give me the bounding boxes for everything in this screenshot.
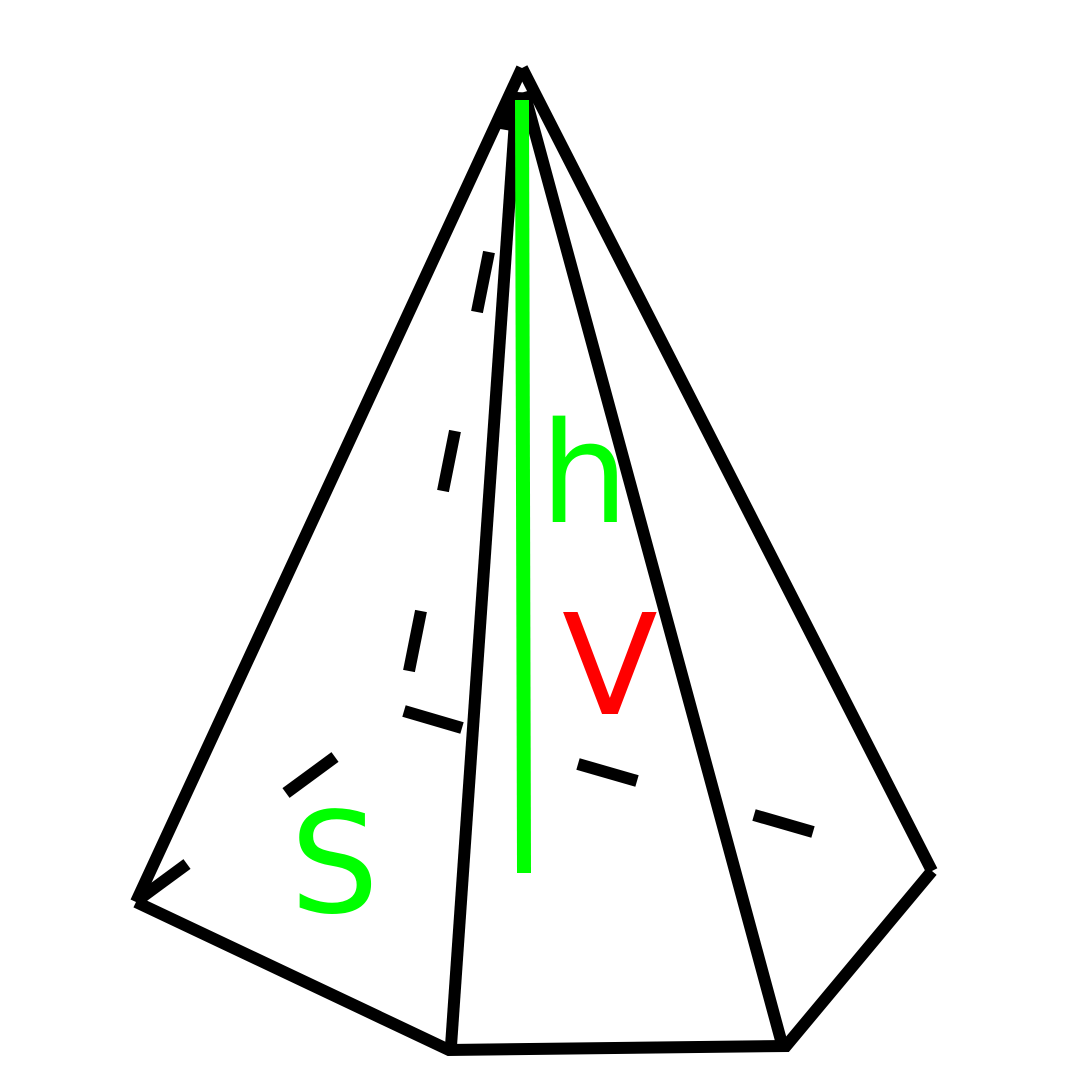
hidden-edge-dash (402, 705, 464, 734)
hidden-edge-dash (403, 609, 427, 673)
volume-label: V (562, 585, 658, 748)
hidden-edge-dash (282, 752, 339, 798)
apex-tick (500, 94, 518, 132)
height-label: h (540, 393, 629, 556)
hidden-edge-dash (134, 859, 191, 905)
edge-apex-to-front-right-vertex (518, 90, 788, 1046)
base-outline (133, 867, 937, 1057)
hidden-edge-dash (437, 429, 461, 493)
visible-edges (130, 65, 938, 1057)
hidden-edge-dash (471, 250, 495, 314)
edge-apex-to-left-vertex (130, 65, 528, 905)
base-area-label: S (290, 783, 379, 946)
hidden-edge-dash (576, 758, 639, 787)
hidden-edge-dash (752, 809, 815, 838)
edge-apex-to-right-vertex (516, 65, 938, 874)
height-line (515, 99, 531, 874)
hidden-edges (134, 250, 815, 905)
edge-apex-to-front-left-vertex (445, 91, 523, 1047)
